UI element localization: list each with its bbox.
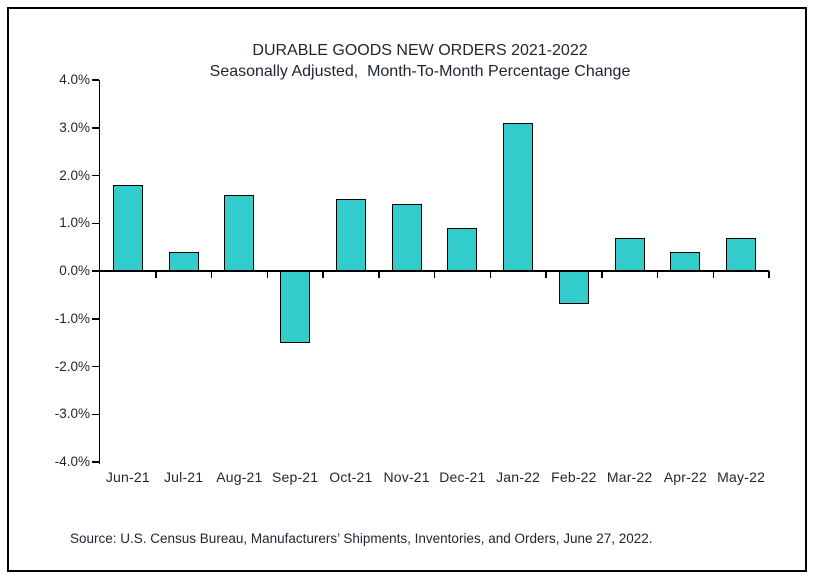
x-axis-tick	[266, 271, 268, 278]
bar-jun-21	[112, 185, 143, 271]
x-axis-tick	[378, 271, 380, 278]
x-axis-tick	[489, 271, 491, 278]
bar-oct-21	[335, 199, 366, 271]
bar-sep-21	[280, 271, 311, 343]
x-axis-tick	[601, 271, 603, 278]
y-tick-label: -3.0%	[54, 406, 90, 422]
y-axis-line	[98, 80, 100, 464]
x-axis-tick	[712, 271, 714, 278]
y-tick-label: 0.0%	[59, 263, 90, 278]
bar-may-22	[726, 237, 757, 271]
y-tick-label: -4.0%	[54, 454, 90, 469]
y-axis-tick	[91, 79, 99, 81]
x-axis-tick	[155, 271, 157, 278]
source-note: Source: U.S. Census Bureau, Manufacturer…	[70, 531, 653, 546]
x-tick-label-may-22: May-22	[717, 469, 766, 485]
x-tick-label-jul-21: Jul-21	[163, 469, 204, 485]
x-tick-label-apr-22: Apr-22	[663, 469, 707, 485]
y-axis-tick	[91, 413, 99, 415]
y-axis-tick	[91, 365, 99, 368]
x-axis-tick	[545, 271, 547, 278]
x-axis-tick	[210, 271, 213, 278]
y-tick-label: 4.0%	[59, 72, 90, 87]
x-tick-label-oct-21: Oct-21	[329, 469, 373, 485]
y-axis-tick	[91, 461, 99, 463]
y-tick-label: 3.0%	[59, 119, 90, 135]
x-tick-label-feb-22: Feb-22	[551, 469, 597, 485]
bar-dec-21	[447, 228, 478, 271]
y-axis-tick	[91, 174, 99, 177]
x-tick-label-nov-21: Nov-21	[383, 469, 430, 485]
y-tick-label: -2.0%	[54, 358, 90, 374]
y-tick-label: 2.0%	[59, 167, 90, 183]
x-tick-label-jan-22: Jan-22	[496, 469, 541, 485]
bar-feb-22	[558, 271, 589, 305]
y-axis-tick	[91, 222, 99, 224]
x-tick-label-mar-22: Mar-22	[606, 469, 653, 485]
bar-aug-21	[224, 194, 255, 271]
y-tick-label: 1.0%	[59, 215, 90, 231]
x-axis-tick	[656, 271, 659, 278]
x-tick-label-aug-21: Aug-21	[216, 469, 263, 485]
x-axis-line	[98, 270, 769, 272]
bar-jul-21	[168, 251, 199, 271]
bar-jan-22	[503, 122, 534, 271]
x-axis-tick	[322, 271, 324, 278]
bar-nov-21	[391, 204, 422, 271]
y-tick-label: -1.0%	[54, 310, 90, 326]
chart-title: DURABLE GOODS NEW ORDERS 2021-2022	[252, 42, 588, 59]
x-tick-label-sep-21: Sep-21	[271, 469, 319, 485]
x-axis-tick	[768, 271, 770, 278]
x-axis-tick	[433, 271, 436, 278]
x-tick-label-jun-21: Jun-21	[105, 469, 150, 485]
y-axis-tick	[91, 127, 99, 129]
y-axis-tick	[91, 318, 99, 320]
y-axis-tick	[91, 270, 99, 272]
bar-apr-22	[670, 251, 701, 271]
chart-border	[7, 7, 807, 572]
bar-mar-22	[614, 237, 645, 271]
chart-subtitle: Seasonally Adjusted, Month-To-Month Perc…	[209, 63, 631, 80]
x-tick-label-dec-21: Dec-21	[439, 469, 486, 485]
